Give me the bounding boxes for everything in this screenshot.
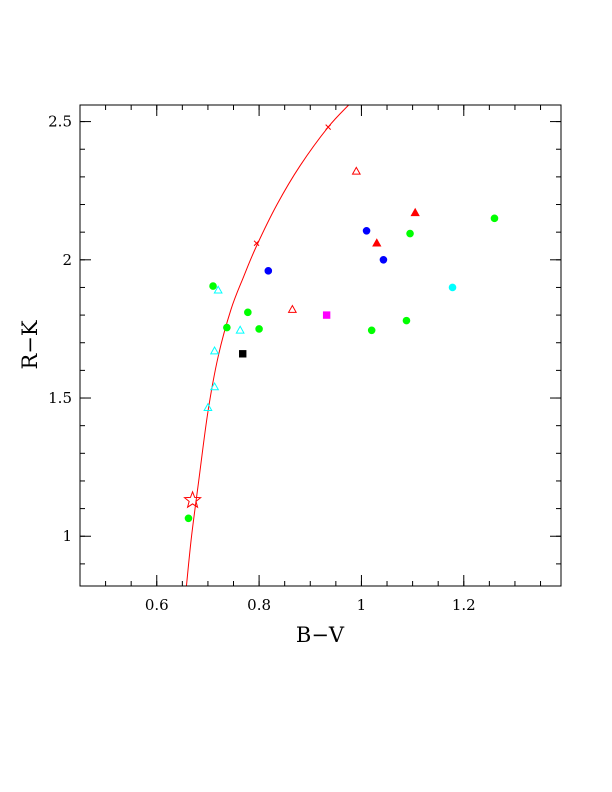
- y-tick-label: 2.5: [48, 113, 72, 131]
- data-point-circle: [448, 283, 457, 292]
- x-axis-label: B−V: [296, 623, 345, 647]
- data-point-circle: [367, 326, 376, 335]
- x-tick-label: 1.2: [452, 596, 476, 614]
- data-point-triangle: [287, 304, 298, 313]
- data-point-triangle: [372, 238, 382, 247]
- data-point-square: [239, 350, 247, 358]
- data-point-circle: [244, 308, 252, 317]
- y-tick-label: 1: [62, 527, 72, 545]
- data-point-triangle: [203, 402, 213, 411]
- x-tick-label: 0.6: [145, 596, 169, 614]
- data-point-triangle: [213, 285, 223, 294]
- y-tick-label: 2: [62, 251, 72, 269]
- data-point-circle: [223, 323, 231, 332]
- minor-ticks: [79, 105, 561, 586]
- y-axis-label: R−K: [18, 320, 42, 369]
- data-point-cross: [253, 240, 260, 247]
- data-point-circle: [490, 214, 499, 223]
- data-point-circle: [209, 282, 217, 290]
- data-point-circle: [406, 229, 414, 238]
- data-point-triangle: [209, 346, 220, 355]
- data-point-circle: [264, 267, 273, 275]
- data-point-triangle: [209, 381, 220, 391]
- plot-frame: [79, 104, 562, 587]
- data-point-circle: [402, 316, 411, 325]
- data-point-square: [322, 311, 331, 319]
- model-curve: [185, 105, 350, 586]
- data-point-triangle: [410, 207, 420, 217]
- tick-labels: 0.6 0.8 1 1.2 1 1.5 2 2.5: [48, 113, 476, 614]
- data-point-triangle: [351, 166, 361, 175]
- data-point-circle: [255, 325, 263, 333]
- marker-layer: [183, 124, 499, 523]
- x-tick-label: 1: [357, 596, 367, 614]
- data-point-triangle: [235, 325, 245, 334]
- data-point-circle: [362, 226, 371, 235]
- data-point-circle: [379, 256, 388, 264]
- y-tick-label: 1.5: [48, 389, 72, 407]
- data-point-star: [183, 490, 203, 509]
- major-ticks: [80, 105, 561, 586]
- data-point-cross: [325, 124, 332, 130]
- x-tick-label: 0.8: [247, 596, 271, 614]
- data-point-circle: [184, 514, 193, 523]
- curve-layer: [185, 105, 350, 586]
